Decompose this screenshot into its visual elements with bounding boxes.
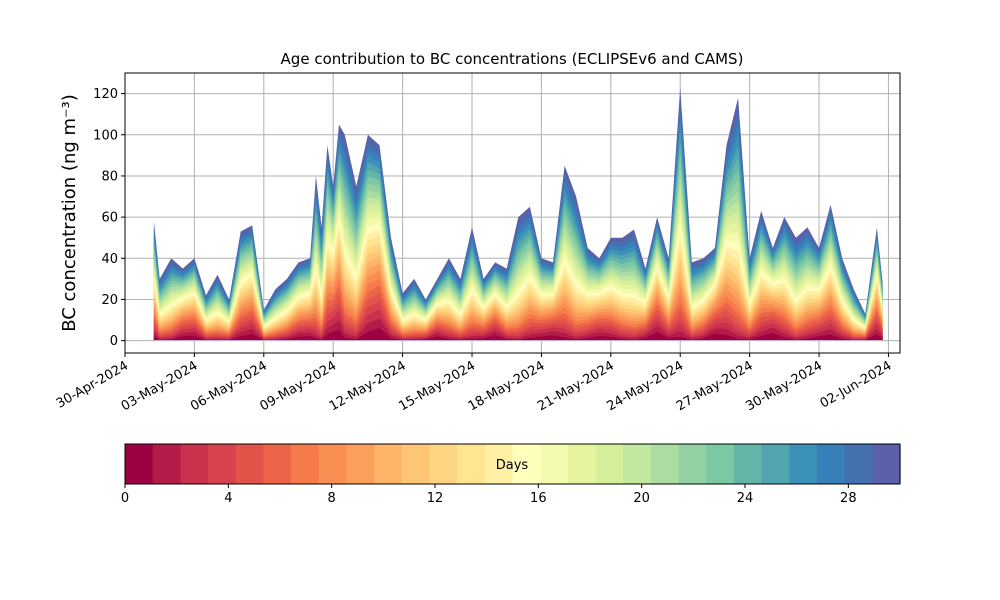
colorbar-tick-label: 16 [530, 491, 547, 506]
colorbar-swatch [484, 444, 514, 484]
colorbar-swatch [540, 444, 569, 484]
x-tick-label: 03-May-2024 [119, 358, 201, 414]
colorbar-swatch [318, 444, 348, 484]
x-tick-label: 06-May-2024 [188, 358, 270, 414]
x-tick-label: 30-May-2024 [743, 358, 825, 414]
colorbar-tick-label: 4 [224, 491, 232, 506]
x-tick-label: 21-May-2024 [535, 358, 617, 414]
colorbar-swatch [567, 444, 597, 484]
x-tick-label: 24-May-2024 [605, 358, 687, 414]
y-tick-label: 80 [101, 169, 118, 184]
colorbar-tick-label: 24 [737, 491, 754, 506]
x-tick-label: 09-May-2024 [258, 358, 340, 414]
colorbar-swatch [816, 444, 846, 484]
colorbar-swatch [235, 444, 264, 484]
x-tick-label: 18-May-2024 [466, 358, 548, 414]
colorbar-swatch [429, 444, 458, 484]
y-tick-label: 60 [101, 211, 118, 226]
y-tick-label: 40 [101, 252, 118, 267]
colorbar-swatch [844, 444, 873, 484]
colorbar-frame [124, 443, 901, 485]
x-tick-label: 27-May-2024 [674, 358, 756, 414]
colorbar-tick-label: 28 [840, 491, 857, 506]
y-tick-label: 0 [110, 334, 118, 349]
colorbar-swatch [595, 444, 624, 484]
age-band-0 [153, 328, 883, 341]
y-tick-label: 20 [101, 293, 118, 308]
plot-frame [124, 72, 901, 354]
colorbar-tick-label: 0 [121, 491, 129, 506]
colorbar-tick-label: 12 [427, 491, 444, 506]
colorbar-swatch [650, 444, 680, 484]
colorbar-ticks: 0 4 8 12 16 20 24 28 [121, 484, 857, 506]
colorbar-swatch [263, 444, 292, 484]
colorbar [125, 444, 901, 484]
chart-title: Age contribution to BC concentrations (E… [281, 50, 744, 68]
colorbar-swatch [872, 444, 901, 484]
colorbar-swatch [152, 444, 181, 484]
age-contribution-area [153, 87, 883, 342]
y-tick-label: 100 [93, 128, 118, 143]
colorbar-swatch [374, 444, 403, 484]
colorbar-label: Days [496, 458, 529, 473]
x-tick-label: 02-Jun-2024 [818, 358, 895, 411]
colorbar-swatch [125, 444, 154, 484]
colorbar-tick-label: 20 [633, 491, 650, 506]
x-tick-label: 15-May-2024 [396, 358, 478, 414]
colorbar-swatch [291, 444, 320, 484]
colorbar-swatch [512, 444, 541, 484]
colorbar-swatch [761, 444, 790, 484]
colorbar-swatch [706, 444, 735, 484]
colorbar-swatch [208, 444, 237, 484]
colorbar-swatch [180, 444, 209, 484]
colorbar-swatch [346, 444, 375, 484]
colorbar-tick-label: 8 [328, 491, 336, 506]
colorbar-swatch [789, 444, 818, 484]
colorbar-swatch [401, 444, 431, 484]
colorbar-swatch [678, 444, 707, 484]
y-tick-label: 120 [93, 87, 118, 102]
y-axis-label: BC concentration (ng m⁻³) [59, 94, 80, 332]
colorbar-swatch [623, 444, 652, 484]
x-tick-label: 12-May-2024 [327, 358, 409, 414]
colorbar-swatch [733, 444, 763, 484]
colorbar-swatch [457, 444, 486, 484]
